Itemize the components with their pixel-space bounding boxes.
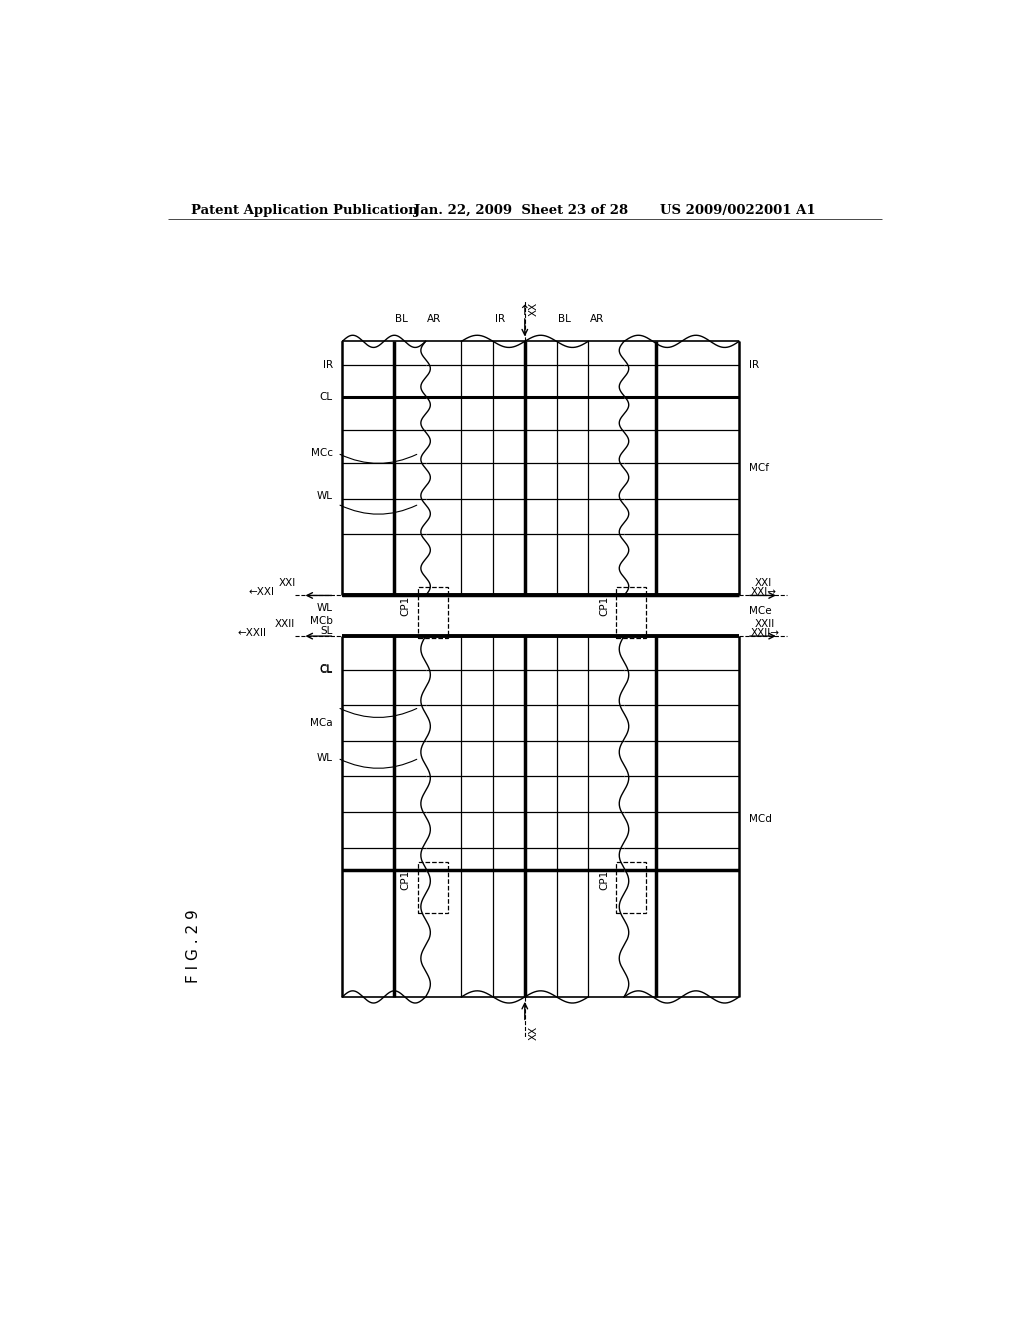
Text: WL: WL [316, 491, 333, 500]
Text: ←XXII: ←XXII [238, 628, 267, 638]
Text: CL: CL [319, 392, 333, 403]
Text: IR: IR [323, 360, 333, 370]
Text: US 2009/0022001 A1: US 2009/0022001 A1 [659, 205, 815, 216]
Text: XXI: XXI [755, 578, 772, 589]
Text: CL: CL [319, 664, 333, 673]
Text: Jan. 22, 2009  Sheet 23 of 28: Jan. 22, 2009 Sheet 23 of 28 [414, 205, 628, 216]
Text: CP1: CP1 [599, 870, 609, 890]
Text: XXI→: XXI→ [751, 587, 777, 598]
Text: IR: IR [495, 314, 505, 323]
Bar [418, 862, 447, 912]
Text: IR: IR [749, 360, 759, 370]
Text: XXII: XXII [755, 619, 775, 628]
Text: MCe: MCe [749, 606, 771, 615]
Text: ←XXI: ←XXI [249, 587, 274, 598]
Bar [616, 587, 646, 638]
Text: MCc: MCc [310, 449, 333, 458]
Text: XXI: XXI [279, 578, 296, 589]
Text: CP1: CP1 [400, 595, 411, 615]
Text: XXII: XXII [274, 619, 295, 628]
Text: WL: WL [316, 754, 333, 763]
Text: BL: BL [395, 314, 409, 323]
Text: WL: WL [316, 603, 333, 612]
Text: F I G . 2 9: F I G . 2 9 [185, 909, 201, 983]
Text: MCf: MCf [749, 463, 769, 474]
Text: ↑: ↑ [518, 304, 530, 318]
Text: XX: XX [528, 302, 539, 315]
Text: AR: AR [590, 314, 604, 323]
Bar [616, 862, 646, 912]
Text: XXII→: XXII→ [751, 628, 780, 638]
Text: MCb: MCb [310, 616, 333, 626]
Text: XX: XX [528, 1026, 539, 1040]
Text: Patent Application Publication: Patent Application Publication [191, 205, 418, 216]
Text: SL: SL [321, 626, 333, 636]
Text: CL: CL [319, 665, 333, 675]
Text: MCd: MCd [749, 814, 771, 824]
Text: AR: AR [427, 314, 441, 323]
Bar [418, 587, 447, 638]
Text: BL: BL [558, 314, 571, 323]
Text: MCa: MCa [310, 718, 333, 727]
Text: CP1: CP1 [400, 870, 411, 890]
Text: CP1: CP1 [599, 595, 609, 615]
